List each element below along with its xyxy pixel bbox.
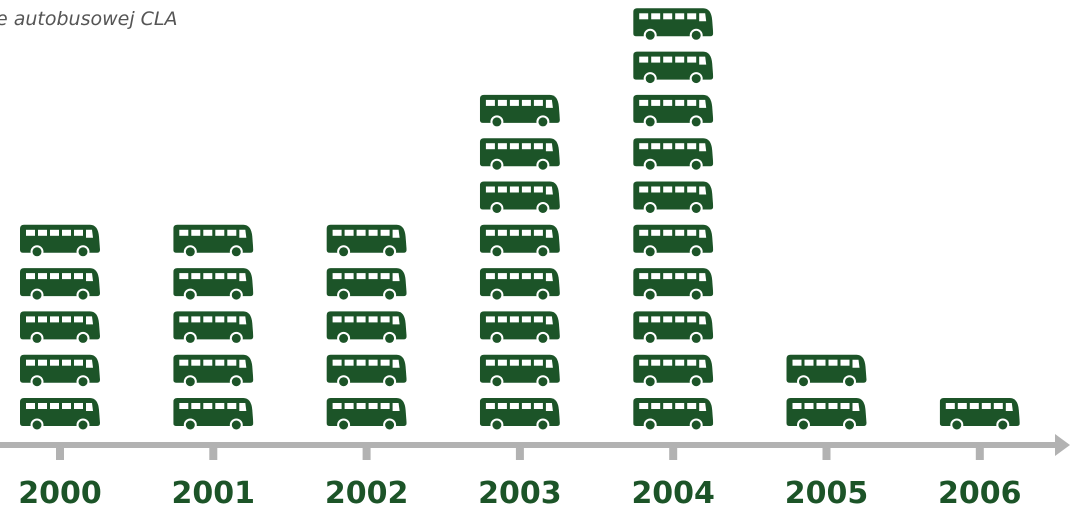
x-axis-ticks (56, 448, 984, 460)
bus-icon (786, 398, 867, 432)
bus-icon (479, 181, 560, 215)
bus-icon (326, 398, 407, 432)
bus-icon (20, 224, 100, 259)
bus-icon (633, 8, 714, 42)
bus-icon (20, 398, 100, 432)
bus-icon (479, 398, 560, 432)
bus-icon (479, 224, 560, 259)
x-tick-label: 2005 (785, 476, 869, 506)
bus-icon (633, 398, 714, 432)
x-axis (0, 434, 1070, 456)
bus-icon (633, 224, 714, 259)
chart-subtitle: e autobusowej CLA (0, 8, 178, 30)
bus-icon (939, 398, 1020, 432)
x-tick-label: 2006 (938, 476, 1022, 506)
bus-icon (633, 181, 714, 215)
bus-icon (633, 51, 714, 86)
bar-2001 (173, 224, 254, 432)
bus-icon (173, 268, 254, 302)
bus-icon (633, 138, 714, 172)
bus-icon (20, 354, 100, 389)
bar-2000 (20, 224, 100, 432)
bus-icon (633, 268, 714, 302)
bar-2003 (479, 94, 560, 432)
bar-2004 (633, 8, 714, 432)
x-tick (822, 448, 831, 460)
bus-icon (326, 354, 407, 389)
x-tick (669, 448, 678, 460)
x-tick (56, 448, 64, 460)
bus-icon (633, 354, 714, 389)
x-tick-label: 2001 (172, 476, 256, 506)
x-tick (975, 448, 984, 460)
x-tick (515, 448, 524, 460)
bar-2006 (939, 398, 1020, 432)
bus-icon (326, 224, 407, 259)
bar-2002 (326, 224, 407, 432)
bus-icon (633, 94, 714, 129)
bus-icon (479, 94, 560, 129)
x-axis-tick-labels: 2000 2001 2002 2003 2004 2005 2006 (18, 476, 1021, 506)
x-axis-arrow (1055, 434, 1070, 456)
x-tick (362, 448, 371, 460)
x-tick (209, 448, 218, 460)
bus-icon (786, 354, 867, 389)
bus-icon (479, 268, 560, 302)
x-tick-label: 2000 (18, 476, 102, 506)
x-tick-label: 2002 (325, 476, 409, 506)
bus-icon (479, 311, 560, 345)
bus-icon (20, 311, 100, 345)
bus-icon (326, 268, 407, 302)
x-tick-label: 2003 (478, 476, 562, 506)
bus-icon (173, 311, 254, 345)
bar-2005 (786, 354, 867, 432)
bus-icon (173, 354, 254, 389)
bars (20, 8, 1020, 432)
bus-icon (479, 354, 560, 389)
bus-icon (20, 268, 100, 302)
x-tick-label: 2004 (631, 476, 715, 506)
bus-icon (173, 398, 254, 432)
bus-icon (326, 311, 407, 345)
bus-icon (173, 224, 254, 259)
bus-icon (479, 138, 560, 172)
bus-icon (633, 311, 714, 345)
